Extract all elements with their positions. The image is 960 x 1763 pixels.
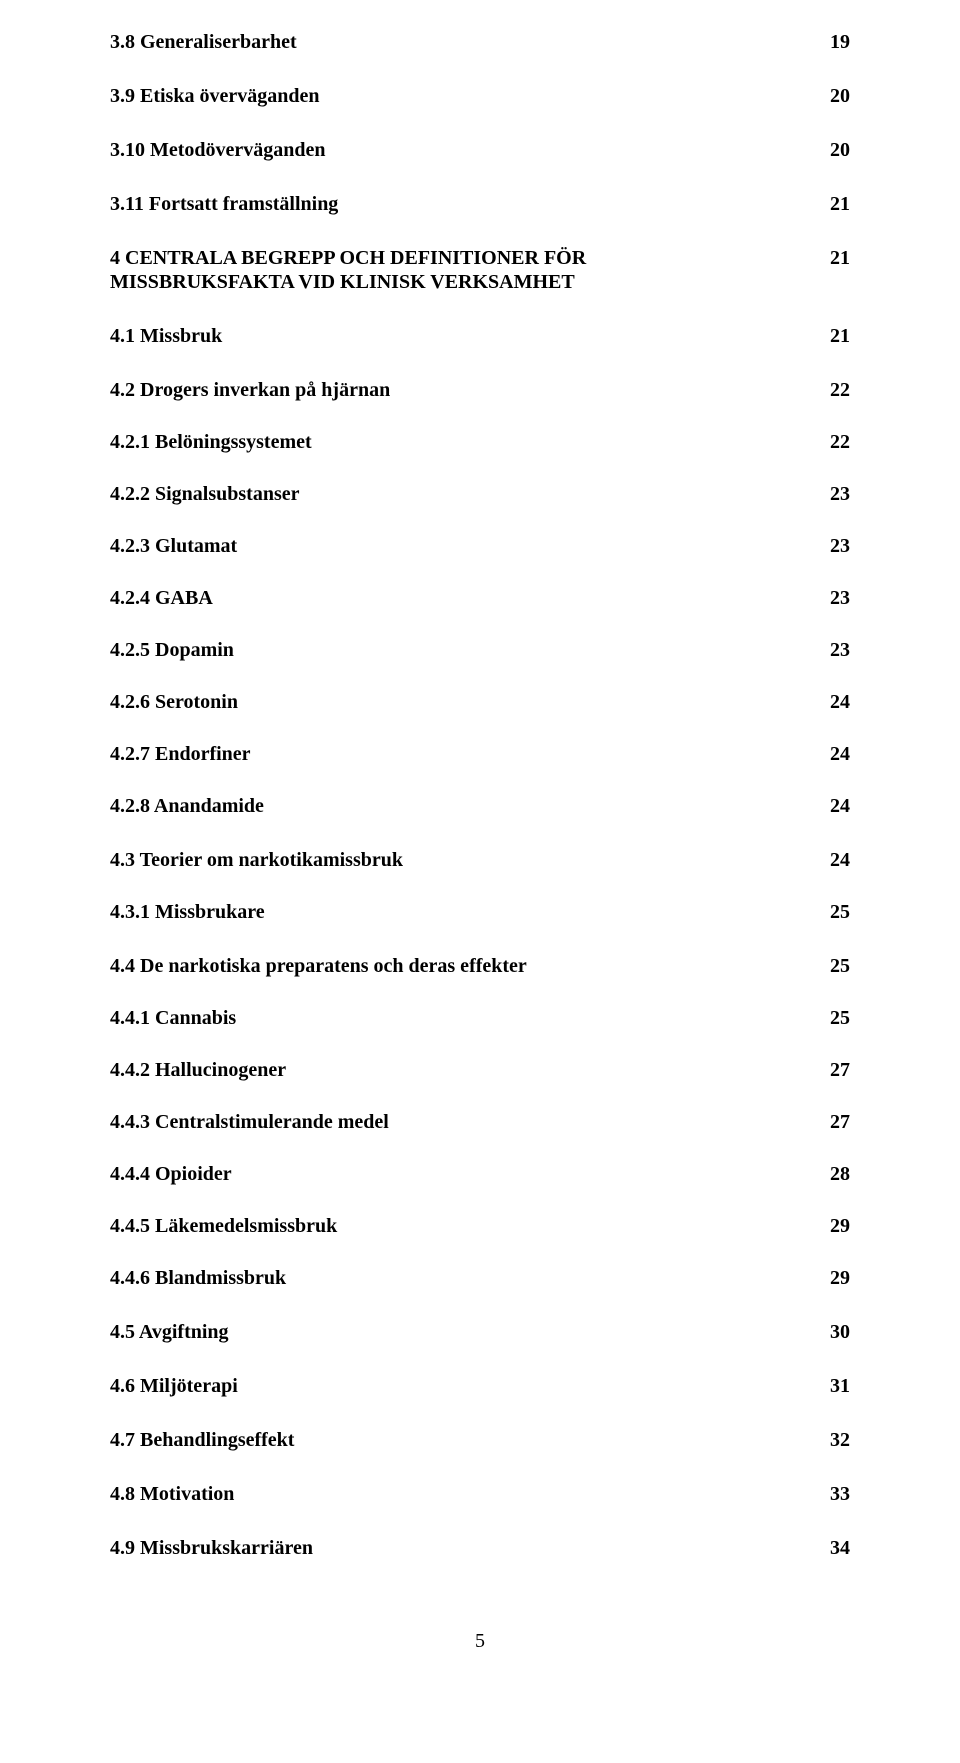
toc-entry-page: 33 [814, 1482, 850, 1506]
toc-entry: 4.2.5 Dopamin 23 [110, 638, 850, 662]
toc-entry-label: 4.3.1 Missbrukare [110, 900, 265, 924]
toc-entry-label: 4.2.8 Anandamide [110, 794, 264, 818]
toc-entry: 3.9 Etiska överväganden 20 [110, 84, 850, 108]
toc-entry-label: 4.2 Drogers inverkan på hjärnan [110, 378, 390, 402]
toc-section-entry: 4 CENTRALA BEGREPP OCH DEFINITIONER FÖR … [110, 246, 850, 294]
toc-entry-label: 4.2.1 Belöningssystemet [110, 430, 312, 454]
toc-entry: 4.4.5 Läkemedelsmissbruk 29 [110, 1214, 850, 1238]
toc-entry-label: 3.10 Metodöverväganden [110, 138, 326, 162]
toc-entry-label: 4.7 Behandlingseffekt [110, 1428, 294, 1452]
toc-entry-label: 4.4.2 Hallucinogener [110, 1058, 286, 1082]
toc-entry-page: 21 [814, 324, 850, 348]
toc-entry: 4.4.1 Cannabis 25 [110, 1006, 850, 1030]
toc-entry: 4.2.4 GABA 23 [110, 586, 850, 610]
toc-entry-label: 4.4 De narkotiska preparatens och deras … [110, 954, 527, 978]
toc-entry-page: 24 [814, 848, 850, 872]
toc-entry-label: 4.6 Miljöterapi [110, 1374, 238, 1398]
toc-entry: 4.2.8 Anandamide 24 [110, 794, 850, 818]
toc-entry-label: 4.4.6 Blandmissbruk [110, 1266, 286, 1290]
toc-entry: 4.3 Teorier om narkotikamissbruk 24 [110, 848, 850, 872]
toc-entry-label: 4.1 Missbruk [110, 324, 222, 348]
toc-entry-label: 4.5 Avgiftning [110, 1320, 229, 1344]
toc-entry-page: 32 [814, 1428, 850, 1452]
toc-entry-label: 3.8 Generaliserbarhet [110, 30, 297, 54]
toc-entry-label: 4.2.7 Endorfiner [110, 742, 251, 766]
toc-entry: 4.7 Behandlingseffekt 32 [110, 1428, 850, 1452]
toc-entry: 4.2.6 Serotonin 24 [110, 690, 850, 714]
toc-entry: 4.4 De narkotiska preparatens och deras … [110, 954, 850, 978]
toc-entry: 4.3.1 Missbrukare 25 [110, 900, 850, 924]
toc-entry-page: 27 [814, 1110, 850, 1134]
toc-entry-page: 22 [814, 378, 850, 402]
toc-entry-label: 4.2.4 GABA [110, 586, 213, 610]
toc-entry-page: 24 [814, 794, 850, 818]
toc-entry: 3.10 Metodöverväganden 20 [110, 138, 850, 162]
toc-entry-page: 20 [814, 138, 850, 162]
toc-entry: 4.4.2 Hallucinogener 27 [110, 1058, 850, 1082]
toc-entry-label: 4.3 Teorier om narkotikamissbruk [110, 848, 403, 872]
toc-entry-page: 24 [814, 742, 850, 766]
toc-entry-label: 4.4.3 Centralstimulerande medel [110, 1110, 389, 1134]
toc-entry-page: 25 [814, 1006, 850, 1030]
toc-entry-label: 4.9 Missbrukskarriären [110, 1536, 313, 1560]
toc-entry-page: 23 [814, 586, 850, 610]
toc-entry-page: 30 [814, 1320, 850, 1344]
toc-entry-label: 3.9 Etiska överväganden [110, 84, 319, 108]
toc-entry: 4.8 Motivation 33 [110, 1482, 850, 1506]
toc-entry: 4.4.6 Blandmissbruk 29 [110, 1266, 850, 1290]
toc-entry: 4.1 Missbruk 21 [110, 324, 850, 348]
toc-entry-label: 3.11 Fortsatt framställning [110, 192, 338, 216]
toc-entry: 4.2.1 Belöningssystemet 22 [110, 430, 850, 454]
toc-entry-page: 21 [814, 192, 850, 216]
toc-entry-page: 29 [814, 1266, 850, 1290]
toc-entry: 4.2.7 Endorfiner 24 [110, 742, 850, 766]
toc-entry-page: 25 [814, 954, 850, 978]
toc-entry-label: 4 CENTRALA BEGREPP OCH DEFINITIONER FÖR … [110, 246, 690, 294]
toc-entry-page: 34 [814, 1536, 850, 1560]
toc-entry-label: 4.4.5 Läkemedelsmissbruk [110, 1214, 337, 1238]
toc-entry: 4.4.3 Centralstimulerande medel 27 [110, 1110, 850, 1134]
toc-entry: 4.6 Miljöterapi 31 [110, 1374, 850, 1398]
toc-entry-page: 19 [814, 30, 850, 54]
toc-entry-label: 4.8 Motivation [110, 1482, 234, 1506]
toc-entry-page: 31 [814, 1374, 850, 1398]
toc-entry-page: 21 [814, 246, 850, 270]
toc-entry-page: 28 [814, 1162, 850, 1186]
toc-entry: 3.8 Generaliserbarhet 19 [110, 30, 850, 54]
toc-entry-page: 29 [814, 1214, 850, 1238]
toc-entry: 3.11 Fortsatt framställning 21 [110, 192, 850, 216]
page-number: 5 [110, 1630, 850, 1653]
toc-entry-page: 23 [814, 482, 850, 506]
toc-entry-label: 4.2.6 Serotonin [110, 690, 238, 714]
toc-entry-page: 23 [814, 534, 850, 558]
toc-entry: 4.4.4 Opioider 28 [110, 1162, 850, 1186]
toc-entry-page: 27 [814, 1058, 850, 1082]
toc-entry-page: 20 [814, 84, 850, 108]
toc-entry-page: 23 [814, 638, 850, 662]
toc-entry: 4.5 Avgiftning 30 [110, 1320, 850, 1344]
toc-entry-label: 4.4.4 Opioider [110, 1162, 232, 1186]
toc-entry: 4.2.2 Signalsubstanser 23 [110, 482, 850, 506]
toc-entry-label: 4.2.2 Signalsubstanser [110, 482, 300, 506]
toc-entry-page: 24 [814, 690, 850, 714]
toc-entry-page: 25 [814, 900, 850, 924]
toc-entry-label: 4.4.1 Cannabis [110, 1006, 236, 1030]
toc-entry: 4.2.3 Glutamat 23 [110, 534, 850, 558]
toc-entry: 4.2 Drogers inverkan på hjärnan 22 [110, 378, 850, 402]
toc-entry: 4.9 Missbrukskarriären 34 [110, 1536, 850, 1560]
toc-entry-page: 22 [814, 430, 850, 454]
toc-entry-label: 4.2.3 Glutamat [110, 534, 237, 558]
toc-entry-label: 4.2.5 Dopamin [110, 638, 234, 662]
